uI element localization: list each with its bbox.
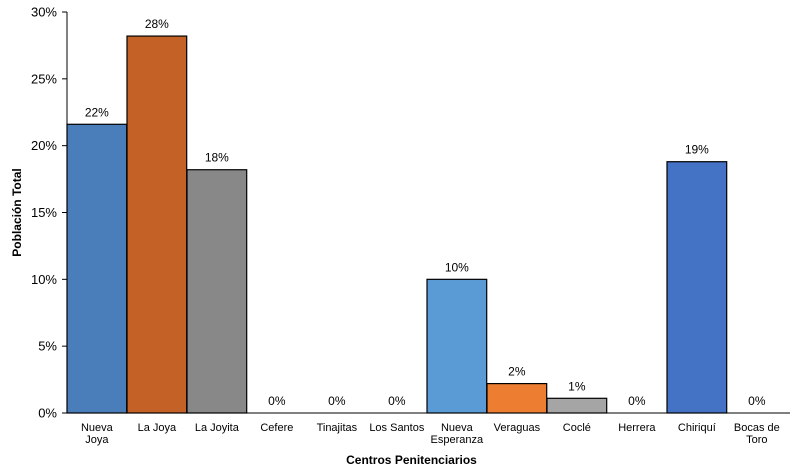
data-label: 0% xyxy=(628,394,646,408)
bar xyxy=(66,123,128,414)
data-label: 2% xyxy=(508,365,526,379)
x-axis-title: Centros Penitenciarios xyxy=(346,453,477,467)
x-category-label: Cefere xyxy=(260,422,293,434)
data-label: 1% xyxy=(568,379,586,393)
data-label: 10% xyxy=(445,260,469,274)
x-axis-category-labels: Nueva Joya La Joya La Joyita Cefere Tinajitas… xyxy=(81,422,780,446)
data-label: 18% xyxy=(205,151,229,165)
data-label: 22% xyxy=(85,105,109,119)
y-tick-label: 30% xyxy=(31,5,57,20)
bar xyxy=(546,397,608,414)
y-tick-label: 5% xyxy=(38,339,57,354)
x-category-label: Nueva Esperanza xyxy=(431,422,484,446)
x-category-label: Nueva Joya xyxy=(81,422,114,446)
data-label: 28% xyxy=(145,17,169,31)
x-category-label: Tinajitas xyxy=(317,422,358,434)
y-tick-label: 15% xyxy=(31,205,57,220)
x-category-label: La Joya xyxy=(138,422,177,434)
x-category-label: Chiriquí xyxy=(678,422,716,434)
data-label: 0% xyxy=(328,394,346,408)
bar xyxy=(426,278,488,414)
x-category-label: Herrera xyxy=(618,422,656,434)
y-tick-label: 0% xyxy=(38,406,57,421)
data-label: 19% xyxy=(685,143,709,157)
y-tick-label: 20% xyxy=(31,138,57,153)
bar xyxy=(486,382,548,414)
bars xyxy=(66,35,728,414)
bar xyxy=(666,161,728,414)
data-label: 0% xyxy=(388,394,406,408)
bar xyxy=(126,35,188,414)
x-category-label: La Joyita xyxy=(195,422,240,434)
data-labels: 22% 28% 18% 0% 0% 0% 10% 2% 1% 0% 19% 0% xyxy=(85,17,766,408)
x-category-label: Coclé xyxy=(563,422,591,434)
x-category-label: Los Santos xyxy=(369,422,425,434)
data-label: 0% xyxy=(268,394,286,408)
x-category-label: Bocas de Toro xyxy=(734,422,780,446)
x-category-label: Veraguas xyxy=(494,422,541,434)
y-tick-label: 10% xyxy=(31,272,57,287)
y-axis-ticks: 0% 5% 10% 15% 20% 25% 30% xyxy=(31,5,67,421)
y-axis-title: Población Total xyxy=(10,168,24,256)
data-label: 0% xyxy=(748,394,766,408)
bar xyxy=(186,169,248,414)
y-tick-label: 25% xyxy=(31,71,57,86)
